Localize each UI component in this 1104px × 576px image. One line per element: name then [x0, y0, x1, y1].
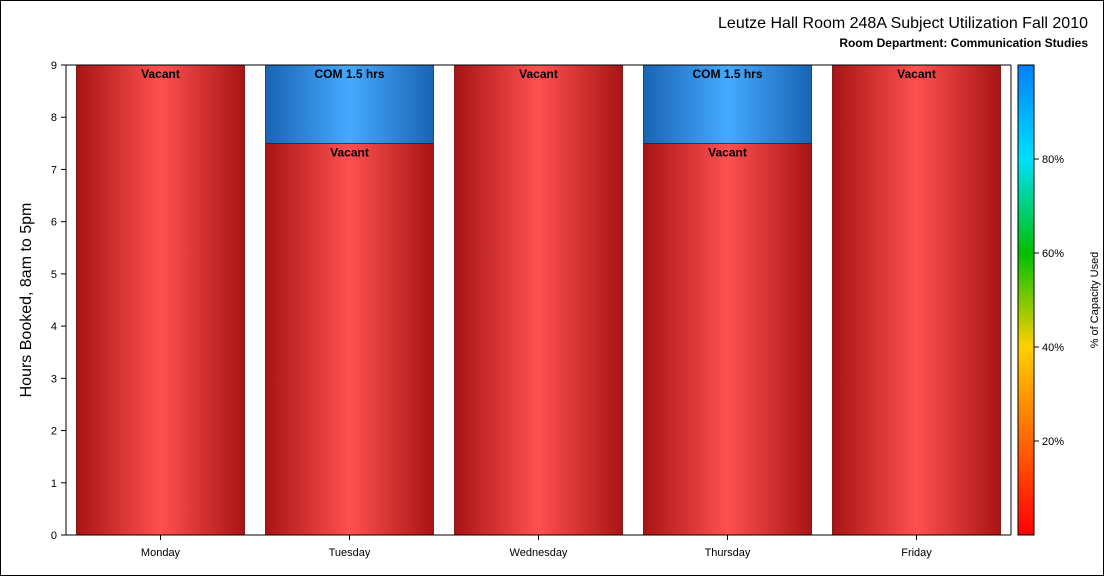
y-tick-label: 6: [51, 217, 57, 229]
y-tick-label: 2: [51, 426, 57, 438]
segment-label: Vacant: [708, 145, 747, 159]
y-tick-label: 5: [51, 269, 57, 281]
chart-title: Leutze Hall Room 248A Subject Utilizatio…: [718, 15, 1088, 32]
segment-label: Vacant: [141, 67, 180, 81]
y-tick-label: 8: [51, 112, 57, 124]
segment-label: Vacant: [897, 67, 936, 81]
y-axis-label: Hours Booked, 8am to 5pm: [18, 203, 35, 398]
axes: 0 1 2 3 4 5 6 7 8 9 Monday Tuesday Wednesday Thursday…: [51, 60, 1012, 559]
segment-label: COM 1.5 hrs: [692, 67, 762, 81]
x-tick-label: Monday: [141, 547, 181, 559]
bar-segment-vacant: [76, 64, 245, 536]
x-tick-label: Wednesday: [510, 547, 568, 559]
chart-subtitle: Room Department: Communication Studies: [839, 36, 1088, 50]
y-tick-label: 3: [51, 373, 57, 385]
colorbar-tick-label: 20%: [1042, 436, 1064, 448]
colorbar-label: % of Capacity Used: [1089, 252, 1101, 349]
bar-wednesday: Vacant: [454, 64, 623, 536]
bar-segment-vacant: [832, 64, 1001, 536]
segment-label: Vacant: [519, 67, 558, 81]
bar-friday: Vacant: [832, 64, 1001, 536]
x-tick-label: Tuesday: [329, 547, 371, 559]
colorbar: 20% 40% 60% 80%: [1017, 64, 1064, 536]
y-tick-label: 0: [51, 530, 57, 542]
y-tick-label: 1: [51, 478, 57, 490]
colorbar-tick-label: 80%: [1042, 154, 1064, 166]
colorbar-tick-label: 60%: [1042, 248, 1064, 260]
y-tick-label: 7: [51, 164, 57, 176]
bar-segment-vacant: [265, 143, 434, 536]
colorbar-gradient: [1017, 64, 1035, 536]
x-tick-label: Thursday: [705, 547, 751, 559]
y-tick-label: 9: [51, 60, 57, 72]
x-tick-label: Friday: [901, 547, 932, 559]
bar-segment-vacant: [454, 64, 623, 536]
segment-label: COM 1.5 hrs: [314, 67, 384, 81]
bar-thursday: Vacant COM 1.5 hrs: [643, 64, 812, 536]
bar-segment-vacant: [643, 143, 812, 536]
colorbar-tick-label: 40%: [1042, 342, 1064, 354]
segment-label: Vacant: [330, 145, 369, 159]
bar-segment-used: [265, 64, 434, 144]
y-tick-label: 4: [51, 321, 57, 333]
bar-monday: Vacant: [76, 64, 245, 536]
bar-tuesday: Vacant COM 1.5 hrs: [265, 64, 434, 536]
bars-layer: Vacant Vacant COM 1.5 hrs Vacant Vacant COM 1…: [76, 64, 1001, 536]
